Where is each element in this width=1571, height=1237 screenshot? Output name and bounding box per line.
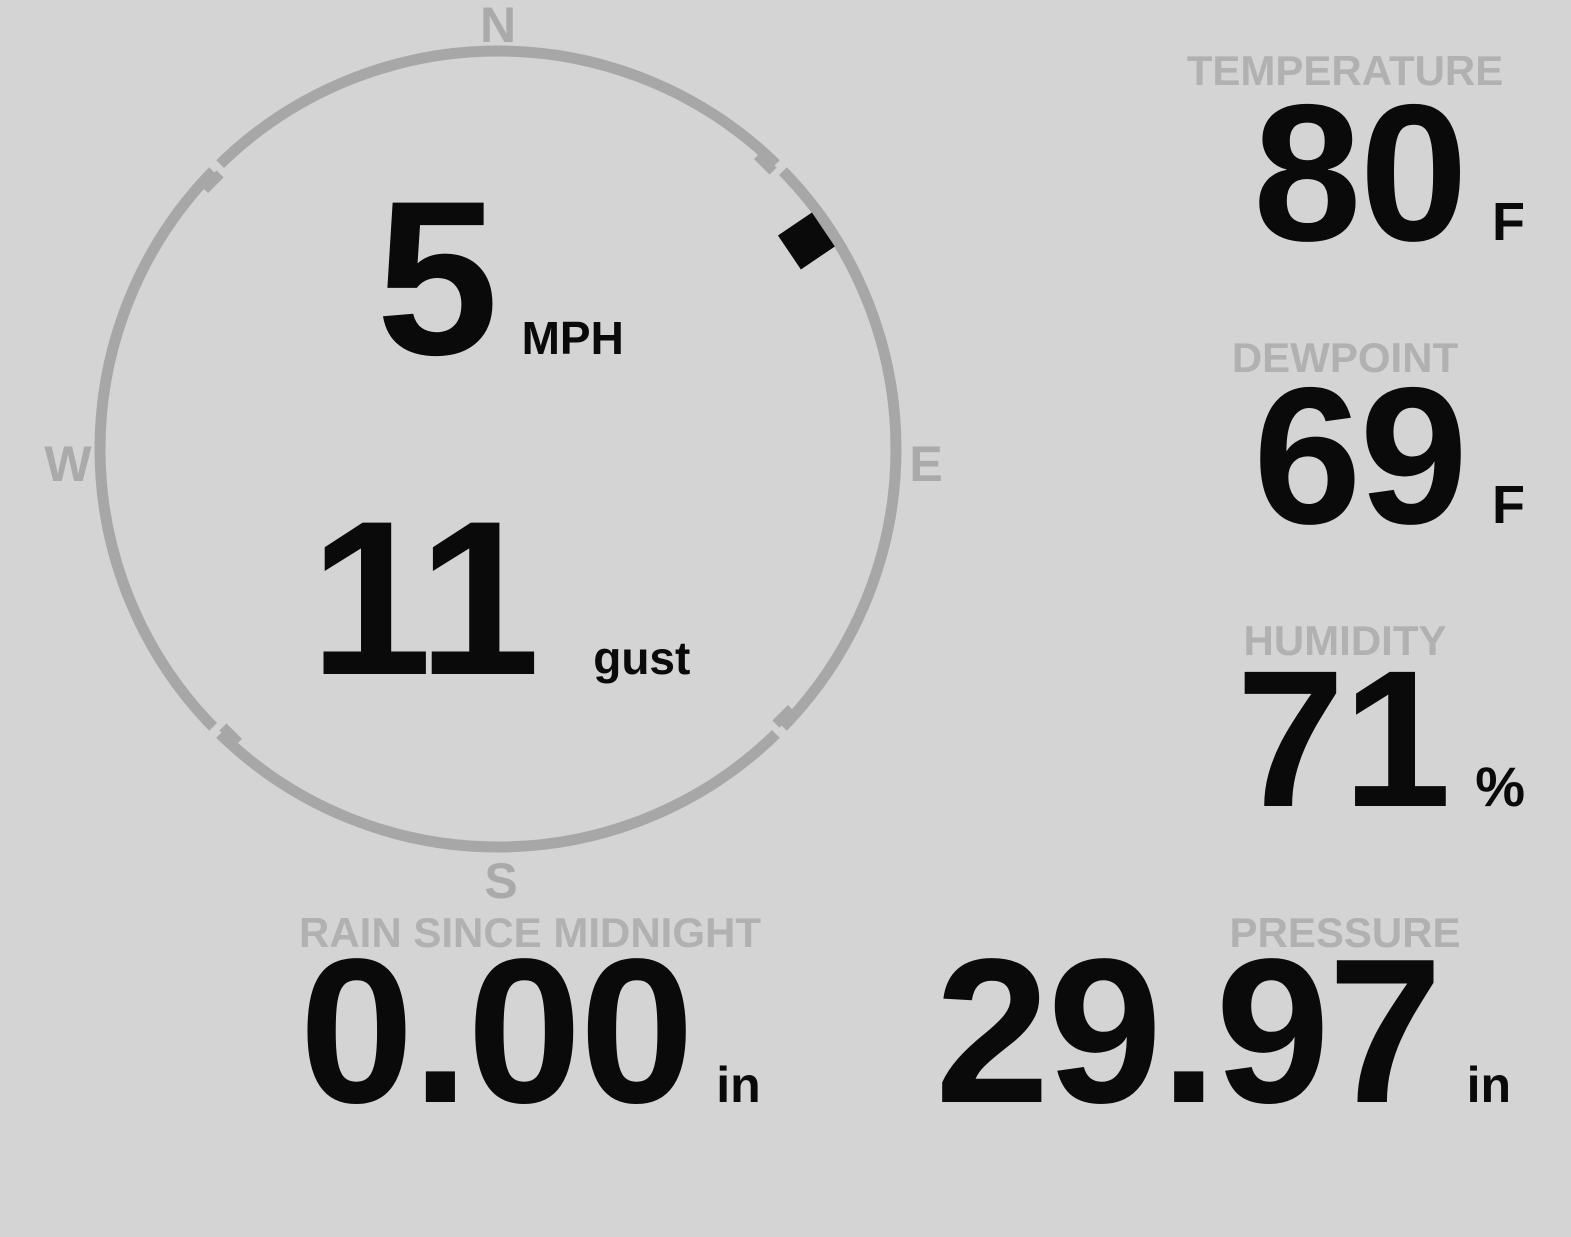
cardinal-west-label: W	[44, 436, 92, 492]
dewpoint-value: 69	[1253, 347, 1468, 565]
humidity-reading: 71 %	[1236, 642, 1525, 837]
pressure-reading: 29.97 in	[935, 928, 1511, 1134]
pressure-label: PRESSURE	[1229, 909, 1461, 956]
cardinal-south-label: S	[484, 853, 517, 909]
compass-notch-ne	[752, 144, 803, 195]
dewpoint-unit: F	[1492, 475, 1525, 535]
rain-unit: in	[716, 1057, 761, 1113]
humidity-unit: %	[1475, 755, 1525, 818]
wind-gust-value: 11	[309, 475, 541, 721]
wind-gust: 11 gust	[0, 488, 1000, 708]
wind-speed-value: 5	[376, 155, 498, 401]
rain-reading: 0.00 in	[100, 928, 960, 1134]
humidity-label: HUMIDITY	[1243, 617, 1447, 664]
wind-speed-unit: MPH	[521, 312, 624, 364]
temperature-reading: 80 F	[1253, 76, 1525, 271]
humidity-value: 71	[1236, 630, 1451, 848]
dewpoint-reading: 69 F	[1253, 359, 1525, 554]
compass-notch-sw	[193, 703, 244, 754]
rain-value: 0.00	[299, 916, 694, 1146]
wind-speed: 5 MPH	[0, 168, 1000, 388]
pressure-value: 29.97	[935, 916, 1443, 1146]
temperature-label: TEMPERATURE	[1186, 47, 1504, 94]
compass-notch-se	[752, 703, 803, 754]
pressure-unit: in	[1466, 1057, 1511, 1113]
temperature-unit: F	[1492, 192, 1525, 252]
dewpoint-label: DEWPOINT	[1231, 334, 1459, 381]
cardinal-east-label: E	[909, 436, 942, 492]
compass-notch-nw	[193, 144, 244, 195]
cardinal-north-label: N	[480, 0, 516, 53]
temperature-value: 80	[1253, 64, 1468, 282]
wind-gust-unit: gust	[593, 632, 691, 684]
rain-label: RAIN SINCE MIDNIGHT	[299, 909, 761, 956]
wind-direction-marker-icon	[777, 212, 835, 270]
compass-circle	[94, 45, 902, 853]
